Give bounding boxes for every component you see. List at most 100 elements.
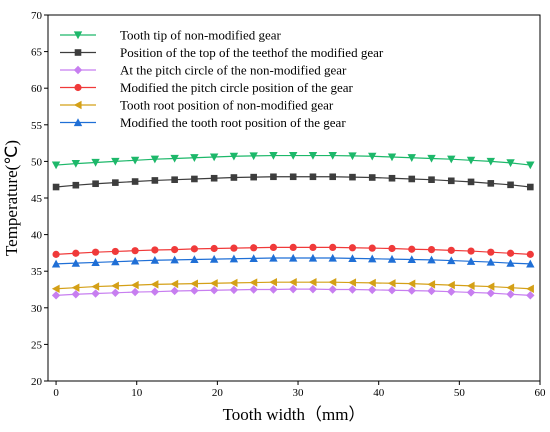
data-point xyxy=(171,246,179,254)
data-point xyxy=(170,286,179,296)
data-point xyxy=(91,289,100,298)
data-point xyxy=(150,280,159,289)
y-tick-label: 70 xyxy=(31,10,43,22)
data-point xyxy=(270,173,277,181)
data-point xyxy=(466,156,476,165)
data-point xyxy=(71,160,81,168)
x-axis: 0 10 20 30 40 50 60 xyxy=(53,381,546,399)
data-point xyxy=(150,287,160,296)
y-tick-label: 40 xyxy=(31,230,43,242)
data-point xyxy=(388,174,396,182)
data-point xyxy=(387,254,397,263)
data-point xyxy=(447,280,455,290)
data-point xyxy=(387,279,396,288)
legend-item: At the pitch circle of the non-modified … xyxy=(60,63,347,78)
y-axis: 20 25 30 35 40 45 50 55 60 65 70 xyxy=(31,10,48,388)
data-point xyxy=(466,257,476,265)
data-point xyxy=(190,286,199,295)
data-point xyxy=(407,279,416,288)
y-tick-label: 65 xyxy=(31,47,43,59)
data-point xyxy=(308,277,317,287)
data-point xyxy=(269,243,278,252)
data-point xyxy=(407,255,416,264)
x-tick-label: 0 xyxy=(53,387,59,399)
data-point xyxy=(526,291,535,300)
data-point xyxy=(388,244,396,253)
data-point xyxy=(329,243,337,252)
legend-item: Tooth tip of non-modified gear xyxy=(60,28,282,43)
data-point xyxy=(191,175,198,183)
data-point xyxy=(368,152,377,161)
series-3 xyxy=(51,284,535,300)
data-point xyxy=(308,253,318,262)
legend-item: Modified the pitch circle position of th… xyxy=(60,80,354,95)
data-point xyxy=(387,286,397,295)
data-point xyxy=(289,243,297,252)
data-point xyxy=(230,244,238,252)
x-tick-label: 60 xyxy=(535,387,547,399)
data-point xyxy=(526,250,534,258)
y-tick-label: 45 xyxy=(31,193,43,205)
data-point xyxy=(130,287,140,297)
data-point xyxy=(170,279,179,289)
y-tick-label: 55 xyxy=(31,120,43,132)
data-point xyxy=(506,283,515,292)
data-point xyxy=(506,258,515,267)
y-tick-label: 30 xyxy=(31,303,43,315)
data-point xyxy=(328,277,337,287)
data-point xyxy=(131,247,139,255)
data-point xyxy=(91,158,100,167)
data-point xyxy=(447,256,456,265)
legend-label: At the pitch circle of the non-modified … xyxy=(120,63,347,78)
data-point xyxy=(52,250,60,258)
data-point xyxy=(447,155,456,164)
data-point xyxy=(368,278,376,288)
x-tick-label: 20 xyxy=(212,387,224,399)
legend-marker xyxy=(73,65,83,75)
data-point xyxy=(210,244,218,253)
data-point xyxy=(506,249,515,257)
data-point xyxy=(486,288,495,298)
data-point xyxy=(130,156,140,165)
data-point xyxy=(407,286,416,295)
series-4 xyxy=(52,243,534,258)
y-tick-label: 35 xyxy=(31,266,43,278)
data-point xyxy=(288,253,298,262)
data-point xyxy=(427,246,436,254)
legend-label: Tooth tip of non-modified gear xyxy=(120,28,282,43)
data-point xyxy=(71,283,80,292)
data-point xyxy=(486,282,495,291)
y-tick-label: 50 xyxy=(31,156,43,168)
y-axis-title: Temperature(℃) xyxy=(2,140,21,256)
data-point xyxy=(348,285,357,294)
data-point xyxy=(190,255,199,264)
data-point xyxy=(348,152,357,161)
data-point xyxy=(209,254,219,263)
data-point xyxy=(230,174,238,181)
data-point xyxy=(328,151,337,160)
data-point xyxy=(348,278,357,287)
data-point xyxy=(111,247,119,256)
data-point xyxy=(190,154,199,162)
data-point xyxy=(131,178,139,185)
x-tick-label: 50 xyxy=(454,387,466,399)
y-tick-label: 60 xyxy=(31,83,43,95)
x-tick-label: 40 xyxy=(373,387,385,399)
data-point xyxy=(72,181,80,189)
data-point xyxy=(249,254,258,262)
data-point xyxy=(506,290,515,299)
data-point xyxy=(229,285,239,295)
legend: Tooth tip of non-modified gear Position o… xyxy=(60,28,384,130)
data-point xyxy=(526,161,535,170)
data-point xyxy=(171,176,178,183)
data-point xyxy=(52,183,60,191)
data-point xyxy=(506,159,515,168)
data-point xyxy=(507,181,514,189)
data-point xyxy=(51,284,60,293)
data-point xyxy=(408,175,416,183)
data-point xyxy=(51,259,61,268)
data-point xyxy=(229,254,239,263)
data-point xyxy=(309,243,317,252)
data-point xyxy=(210,174,218,182)
